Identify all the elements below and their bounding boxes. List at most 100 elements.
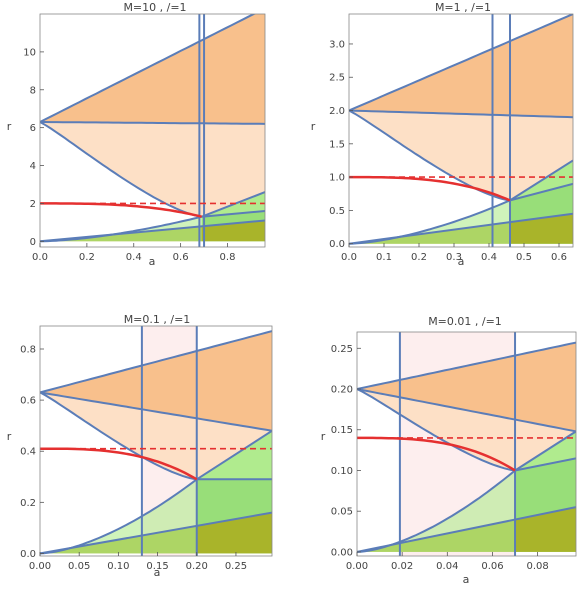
orange-region [357,342,576,432]
boundary-upper [349,14,573,112]
chart-title: M=0.1 , /=1 [124,313,191,326]
boundary-lower-branch [40,121,202,218]
lower-wedge [349,200,510,244]
red-curve [357,436,516,472]
y-tick-label: 1.5 [329,139,345,150]
y-tick-label: 2 [30,199,36,210]
chart-title: M=1 , /=1 [435,1,491,14]
boundary-olive [349,212,573,245]
x-tick-label: 0.0 [341,252,357,263]
x-tick-label: 0.00 [346,561,368,572]
y-tick-label: 2.0 [329,106,345,117]
boundary-bottom [349,199,511,245]
y-tick-label: 0.6 [20,396,36,407]
x-tick-label: 0.4 [126,252,142,263]
x-tick-label: 0.00 [29,561,51,572]
chart-panel-2: 0.0 0.1 0.2 0.3 0.4 0.5 0.6 0.0 0.5 1.0 1.5 2.0 2.5 3… [311,1,574,268]
chart-panel-4: 0.00 0.02 0.04 0.06 0.08 0.00 0.05 0.10 0.15 0.20… [321,315,577,586]
red-curve [349,175,511,202]
y-tick-label: 2.5 [329,73,345,84]
lower-wedge [357,470,515,552]
chart-title: M=10 , /=1 [123,1,186,14]
x-tick-label: 0.1 [376,252,392,263]
x-tick-label: 0.2 [79,252,95,263]
y-tick-label: 0.2 [20,498,36,509]
y-tick-label: 0.20 [331,385,353,396]
y-tick-label: 0 [30,237,36,248]
plot-frame [39,325,273,557]
boundary-green-top [514,430,576,472]
red-curve [40,202,203,218]
x-tick-label: 0.10 [107,561,129,572]
y-axis-label: r [7,120,12,133]
peach-region [40,392,272,480]
x-axis-label: a [154,566,161,579]
x-tick-label: 0.0 [32,252,48,263]
boundary-upper [357,341,576,390]
y-tick-label: 0.0 [329,239,345,250]
boundary-upper [40,14,257,123]
y-tick-label: 6 [30,123,36,134]
y-axis-label: r [321,430,326,443]
y-axis-label: r [311,120,316,133]
boundary-mid [40,391,272,432]
y-tick-label: 10 [23,47,36,58]
boundary-olive [40,219,265,243]
boundary-green-mid [201,210,265,218]
y-tick-label: 0.4 [20,447,36,458]
x-tick-label: 0.05 [68,561,90,572]
chart-panel-3: 0.00 0.05 0.10 0.15 0.20 0.25 0.0 0.2 0.4 0.6 0.8 M… [7,313,273,579]
boundary-lower-branch [40,391,197,481]
boundary-mid [349,109,573,119]
olive-region [357,507,576,552]
x-tick-label: 0.06 [481,561,503,572]
y-tick-label: 1.0 [329,173,345,184]
boundary-green-top [509,159,573,202]
y-tick-label: 0.10 [331,466,353,477]
y-axis-label: r [7,430,12,443]
y-tick-label: 4 [30,161,36,172]
orange-region [40,14,265,124]
plot-frame [39,13,266,248]
y-tick-label: 0.0 [20,549,36,560]
y-tick-label: 3.0 [329,39,345,50]
boundary-mid [357,388,576,433]
x-tick-label: 0.5 [516,252,532,263]
y-tick-label: 0.00 [331,547,353,558]
x-tick-label: 0.15 [146,561,168,572]
y-tick-label: 0.05 [331,507,353,518]
boundary-green-mid [514,457,576,472]
x-tick-label: 0.02 [391,561,413,572]
x-tick-label: 0.2 [411,252,427,263]
x-tick-label: 0.20 [186,561,208,572]
orange-region [40,331,272,431]
x-tick-label: 0.25 [225,561,247,572]
plot-frame [348,13,574,248]
y-tick-label: 8 [30,85,36,96]
boundary-lower-branch [349,109,511,202]
peach-region [349,110,573,201]
y-tick-label: 0.15 [331,425,353,436]
x-tick-label: 0.3 [446,252,462,263]
x-tick-label: 0.8 [220,252,236,263]
x-axis-label: a [149,255,156,268]
x-tick-label: 0.6 [551,252,567,263]
x-axis-label: a [463,573,470,586]
x-tick-label: 0.04 [436,561,458,572]
y-tick-label: 0.25 [331,344,353,355]
lower-wedge [40,479,197,554]
chart-title: M=0.01 , /=1 [428,315,502,328]
red-curve [40,447,198,481]
boundary-upper [40,330,272,394]
peach-region [357,389,576,471]
x-tick-label: 0.6 [173,252,189,263]
lower-wedge [40,216,202,242]
y-tick-label: 0.8 [20,345,36,356]
chart-panel-1: 0.0 0.2 0.4 0.6 0.8 0 2 4 6 8 10 M=10 , /=1 a r [7,1,266,268]
boundary-green-top [196,429,272,481]
x-tick-label: 0.08 [526,561,548,572]
boundary-olive [357,506,576,553]
peach-region [40,122,265,217]
plot-frame [356,331,577,557]
